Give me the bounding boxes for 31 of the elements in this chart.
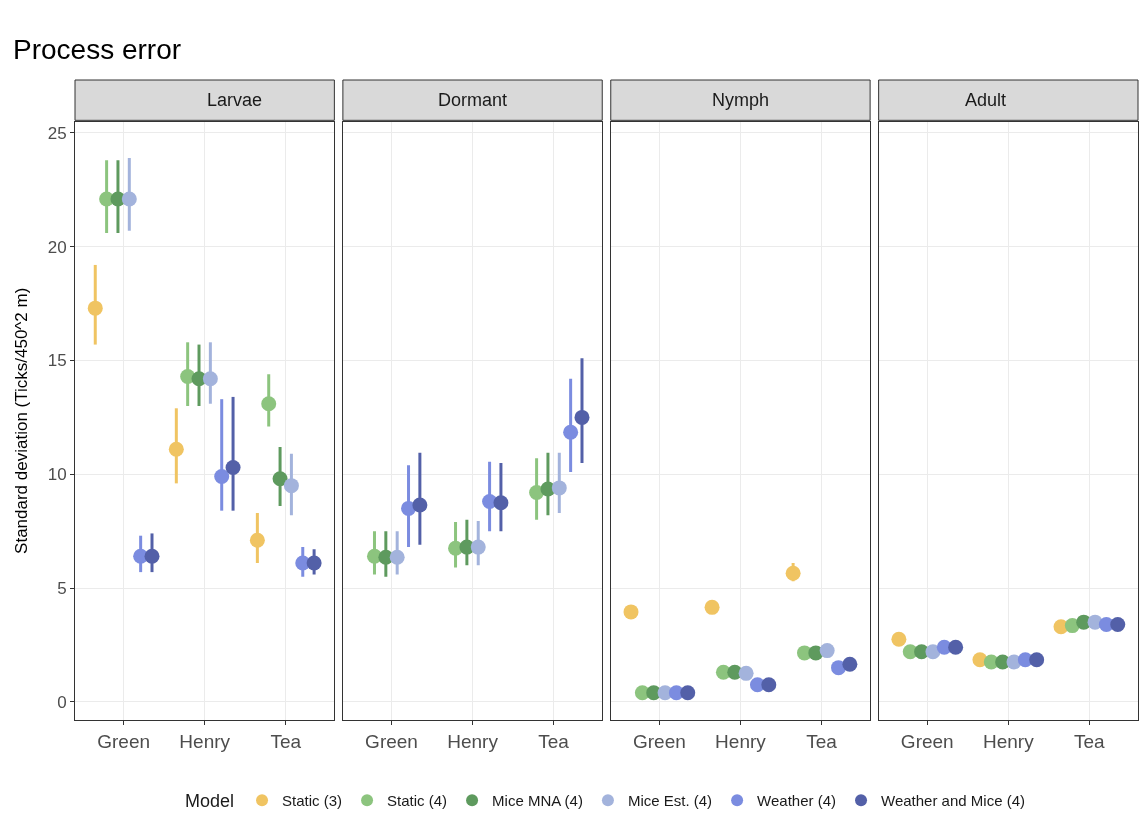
- legend-label: Mice MNA (4): [492, 792, 583, 810]
- y-tick-label: 10: [47, 465, 67, 485]
- x-tick-label: Henry: [179, 730, 231, 752]
- x-tick-label: Henry: [447, 730, 499, 752]
- x-tick-label: Tea: [1074, 730, 1106, 752]
- y-tick-label: 0: [57, 692, 67, 712]
- legend-label: Static (4): [387, 792, 448, 810]
- legend-label: Static (3): [282, 792, 343, 810]
- x-tick-label: Green: [900, 730, 954, 752]
- chart-title: Larvae: [207, 90, 263, 110]
- x-tick-label: Tea: [538, 730, 570, 752]
- chart-title: Adult: [965, 90, 1007, 110]
- legend-title: Model: [185, 791, 235, 812]
- y-tick-label: 15: [47, 351, 67, 371]
- legend-label: Weather (4): [757, 792, 837, 810]
- x-tick-label: Tea: [270, 730, 302, 752]
- x-tick-label: Henry: [715, 730, 767, 752]
- chart-title: Dormant: [438, 90, 508, 110]
- x-tick-label: Green: [97, 730, 151, 752]
- y-tick-label: 20: [47, 237, 67, 257]
- y-tick-label: 25: [47, 123, 67, 143]
- x-tick-label: Green: [632, 730, 686, 752]
- chart-title: Nymph: [712, 90, 770, 110]
- x-tick-label: Green: [365, 730, 418, 752]
- y-axis-title: Standard deviation (Ticks/450^2 m): [12, 287, 32, 554]
- y-tick-label: 5: [57, 578, 67, 598]
- text: Process error: [13, 34, 182, 65]
- legend-label: Weather and Mice (4): [881, 792, 1025, 810]
- legend-label: Mice Est. (4): [627, 792, 713, 810]
- x-tick-label: Henry: [982, 730, 1035, 752]
- x-tick-label: Tea: [806, 730, 838, 752]
